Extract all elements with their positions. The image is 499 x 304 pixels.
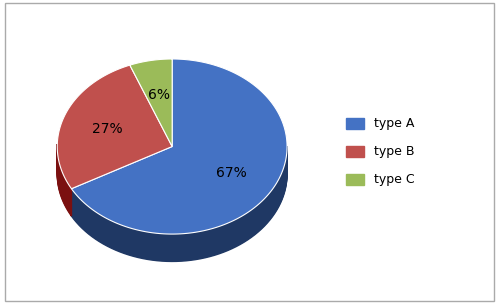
Polygon shape (71, 147, 287, 237)
Polygon shape (57, 65, 172, 189)
Polygon shape (71, 147, 287, 254)
Polygon shape (71, 147, 287, 247)
Polygon shape (71, 147, 287, 250)
Polygon shape (57, 144, 71, 211)
Polygon shape (57, 144, 71, 190)
Polygon shape (57, 144, 71, 205)
Polygon shape (71, 147, 287, 240)
Polygon shape (71, 147, 287, 248)
Polygon shape (71, 147, 287, 261)
Polygon shape (57, 144, 71, 198)
Polygon shape (57, 144, 71, 212)
Text: 67%: 67% (216, 166, 247, 180)
Polygon shape (71, 147, 287, 236)
Polygon shape (71, 147, 287, 260)
Polygon shape (71, 147, 287, 261)
Polygon shape (57, 144, 71, 199)
Polygon shape (57, 144, 71, 212)
Polygon shape (71, 147, 287, 244)
Polygon shape (57, 144, 71, 191)
Polygon shape (71, 147, 287, 255)
Polygon shape (57, 144, 71, 216)
Polygon shape (71, 147, 287, 245)
Polygon shape (71, 147, 287, 258)
Polygon shape (71, 147, 287, 249)
Polygon shape (71, 147, 287, 239)
Polygon shape (71, 147, 287, 257)
Polygon shape (71, 147, 287, 251)
Polygon shape (130, 59, 172, 147)
Polygon shape (57, 144, 71, 214)
Polygon shape (71, 147, 287, 243)
Polygon shape (57, 144, 71, 194)
Polygon shape (57, 144, 71, 208)
Polygon shape (71, 59, 287, 234)
Polygon shape (71, 147, 287, 241)
Polygon shape (57, 144, 71, 210)
Polygon shape (57, 144, 71, 207)
Polygon shape (57, 144, 71, 202)
Polygon shape (71, 147, 287, 235)
Polygon shape (57, 144, 71, 206)
Polygon shape (57, 144, 71, 202)
Polygon shape (71, 147, 287, 256)
Polygon shape (71, 147, 287, 259)
Polygon shape (57, 144, 71, 193)
Polygon shape (57, 144, 71, 196)
Polygon shape (57, 144, 71, 204)
Polygon shape (57, 144, 71, 215)
Polygon shape (57, 144, 71, 197)
Polygon shape (57, 144, 71, 203)
Legend: type A, type B, type C: type A, type B, type C (341, 112, 420, 192)
Text: 6%: 6% (148, 88, 170, 102)
Polygon shape (57, 144, 71, 209)
Polygon shape (57, 144, 71, 201)
Polygon shape (71, 147, 287, 253)
Polygon shape (57, 144, 71, 192)
Polygon shape (57, 144, 71, 200)
Polygon shape (71, 147, 287, 238)
Polygon shape (71, 147, 287, 246)
Polygon shape (71, 147, 287, 250)
Polygon shape (57, 144, 71, 192)
Polygon shape (71, 147, 287, 252)
Text: 27%: 27% (92, 122, 123, 136)
Polygon shape (71, 147, 287, 240)
Polygon shape (57, 144, 71, 195)
Polygon shape (57, 144, 71, 213)
Polygon shape (71, 147, 287, 242)
